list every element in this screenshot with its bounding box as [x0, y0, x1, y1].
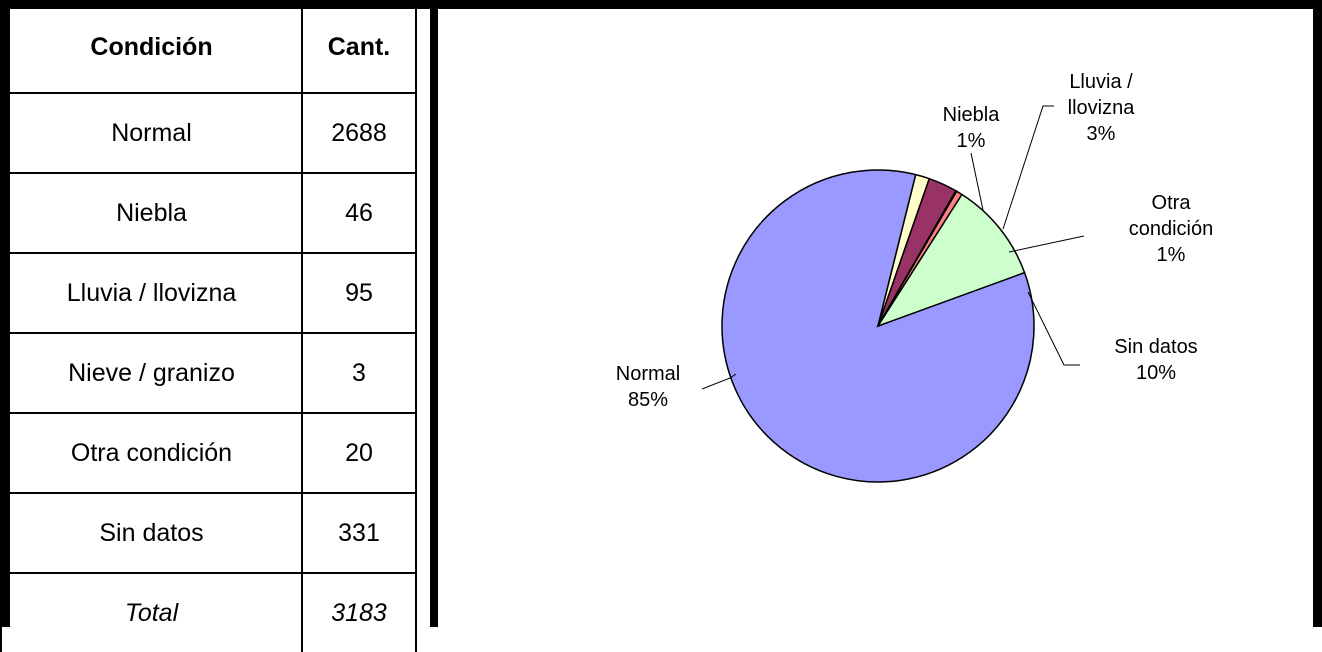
pie-label-line: condición [1129, 218, 1214, 240]
pie-labels: Normal 85% Niebla 1% Lluvia / llovizna 3% Otra c… [616, 71, 1213, 411]
row-count: 46 [301, 172, 417, 254]
conditions-table: Condición Cant. Normal 2688 Niebla 46 Ll… [0, 0, 417, 652]
row-condition: Normal [0, 92, 303, 174]
pie-leader-line [1008, 235, 1085, 253]
pie-leader-lines [701, 105, 1085, 390]
row-condition: Nieve / granizo [0, 332, 303, 414]
pie-slice [876, 193, 1026, 328]
pie-leader-line [970, 152, 984, 211]
pie-leader-line [1027, 291, 1080, 366]
table-row: Sin datos 331 [0, 492, 417, 574]
row-condition: Niebla [0, 172, 303, 254]
table-row: Normal 2688 [0, 92, 417, 174]
pie-label-line: 3% [1087, 123, 1116, 145]
header-cantidad: Cant. [301, 0, 417, 94]
pie-label: Niebla 1% [943, 104, 1001, 152]
table-total-row: Total 3183 [0, 572, 417, 652]
row-condition: Lluvia / llovizna [0, 252, 303, 334]
pie-slices [721, 169, 1035, 483]
pie-label-line: 1% [957, 130, 986, 152]
row-count: 3 [301, 332, 417, 414]
table-row: Lluvia / llovizna 95 [0, 252, 417, 334]
pie-label-line: llovizna [1068, 97, 1136, 119]
pie-leader-line [701, 373, 737, 390]
pie-label-line: Otra [1152, 192, 1192, 214]
table-header-row: Condición Cant. [0, 0, 417, 94]
table-row: Nieve / granizo 3 [0, 332, 417, 414]
total-count: 3183 [301, 572, 417, 652]
row-count: 20 [301, 412, 417, 494]
total-label: Total [0, 572, 303, 652]
pie-label-line: 85% [628, 389, 668, 411]
pie-label-line: Normal [616, 363, 680, 385]
row-count: 2688 [301, 92, 417, 174]
row-count: 95 [301, 252, 417, 334]
pie-label-line: Lluvia / [1069, 71, 1133, 93]
row-count: 331 [301, 492, 417, 574]
row-condition: Sin datos [0, 492, 303, 574]
pie-label: Lluvia / llovizna 3% [1068, 71, 1136, 145]
pie-label-line: 10% [1136, 362, 1176, 384]
table-row: Otra condición 20 [0, 412, 417, 494]
frame-right-border [1313, 0, 1322, 627]
pie-label-line: 1% [1157, 244, 1186, 266]
pie-label-line: Sin datos [1114, 336, 1197, 358]
table-row: Niebla 46 [0, 172, 417, 254]
pie-label: Sin datos 10% [1114, 336, 1197, 384]
pie-chart: Normal 85% Niebla 1% Lluvia / llovizna 3% Otra c… [616, 71, 1213, 483]
pie-label-line: Niebla [943, 104, 1001, 126]
frame-left-border [0, 0, 10, 627]
frame-top-border [0, 0, 1322, 9]
row-condition: Otra condición [0, 412, 303, 494]
pie-label: Otra condición 1% [1129, 192, 1214, 266]
pie-label: Normal 85% [616, 363, 680, 411]
header-condicion: Condición [0, 0, 303, 94]
pie-leader-line [1002, 105, 1054, 230]
frame-divider [430, 0, 438, 627]
